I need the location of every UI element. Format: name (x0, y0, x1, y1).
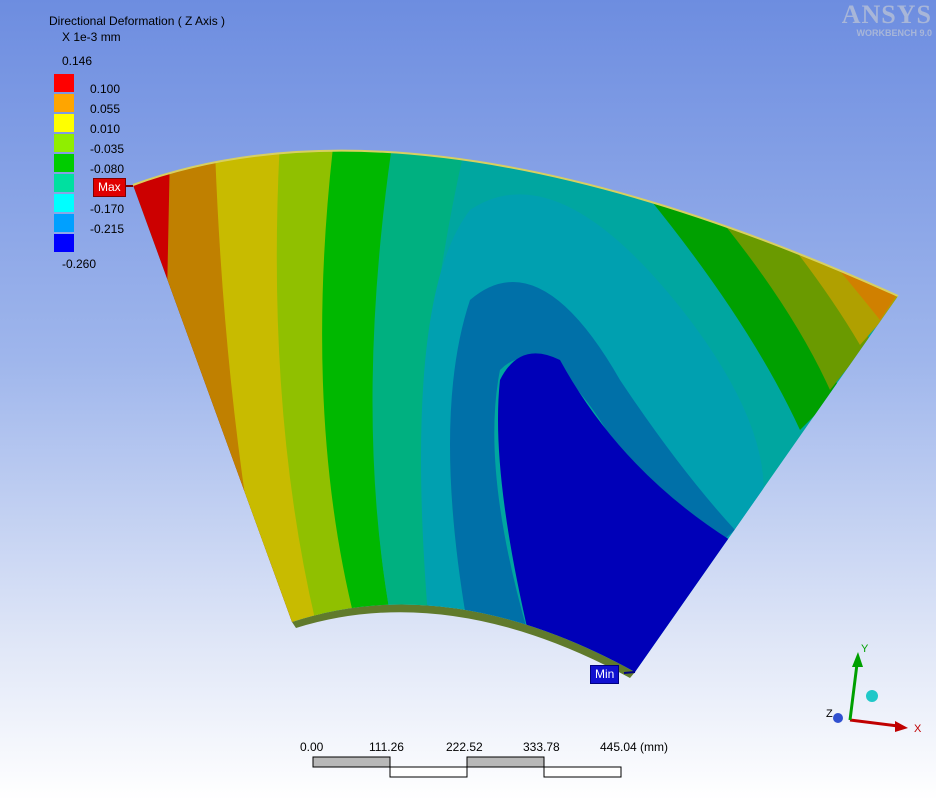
legend-swatch-5 (54, 154, 74, 172)
triad-x-axis (849, 718, 899, 728)
isometric-view-ball[interactable] (866, 690, 878, 702)
scale-tick-3: 333.78 (523, 740, 560, 754)
legend-swatch-8 (54, 214, 74, 232)
triad-y-axis (848, 663, 859, 721)
workbench-version: WORKBENCH 9.0 (856, 28, 932, 38)
legend-label-3: 0.010 (90, 122, 121, 136)
legend-min-value: -0.260 (62, 257, 97, 271)
legend-label-4: -0.035 (90, 142, 125, 156)
triad-x-arrow (895, 721, 908, 732)
scale-tick-2: 222.52 (446, 740, 483, 754)
scale-tick-1: 111.26 (369, 740, 404, 754)
scale-tick-0: 0.00 (300, 740, 324, 754)
triad-x-label: X (914, 723, 922, 735)
min-pointer (623, 671, 636, 674)
legend-label-8: -0.215 (90, 222, 125, 236)
model-top-edge (132, 149, 899, 297)
triad-y-label: Y (861, 643, 869, 655)
legend-swatch-4 (54, 134, 74, 152)
legend-swatch-1 (54, 74, 74, 92)
legend-title: Directional Deformation ( Z Axis ) (49, 14, 226, 28)
model-bottom-edge (292, 604, 635, 678)
legend-units: X 1e-3 mm (62, 30, 121, 44)
scale-tick-end: 445.04 (mm) (600, 740, 669, 754)
legend-label-5: -0.080 (90, 162, 125, 176)
legend-max-value: 0.146 (62, 54, 93, 68)
ansys-brand: ANSYS (841, 0, 932, 29)
legend-swatch-9 (54, 234, 74, 252)
min-probe-label[interactable]: Min (590, 665, 620, 684)
triad-z-axis (833, 713, 843, 723)
max-probe-label[interactable]: Max (93, 178, 126, 197)
legend-swatch-6 (54, 174, 74, 192)
legend-swatch-2 (54, 94, 74, 112)
ansys-logo: ANSYS WORKBENCH 9.0 (840, 0, 932, 39)
legend-label-1: 0.100 (90, 82, 121, 96)
triad-y-arrow (852, 652, 863, 667)
legend-label-7: -0.170 (90, 202, 125, 216)
legend-label-2: 0.055 (90, 102, 121, 116)
triad-z-label: Z (826, 708, 833, 720)
legend-swatch-3 (54, 114, 74, 132)
legend-swatch-7 (54, 194, 74, 212)
